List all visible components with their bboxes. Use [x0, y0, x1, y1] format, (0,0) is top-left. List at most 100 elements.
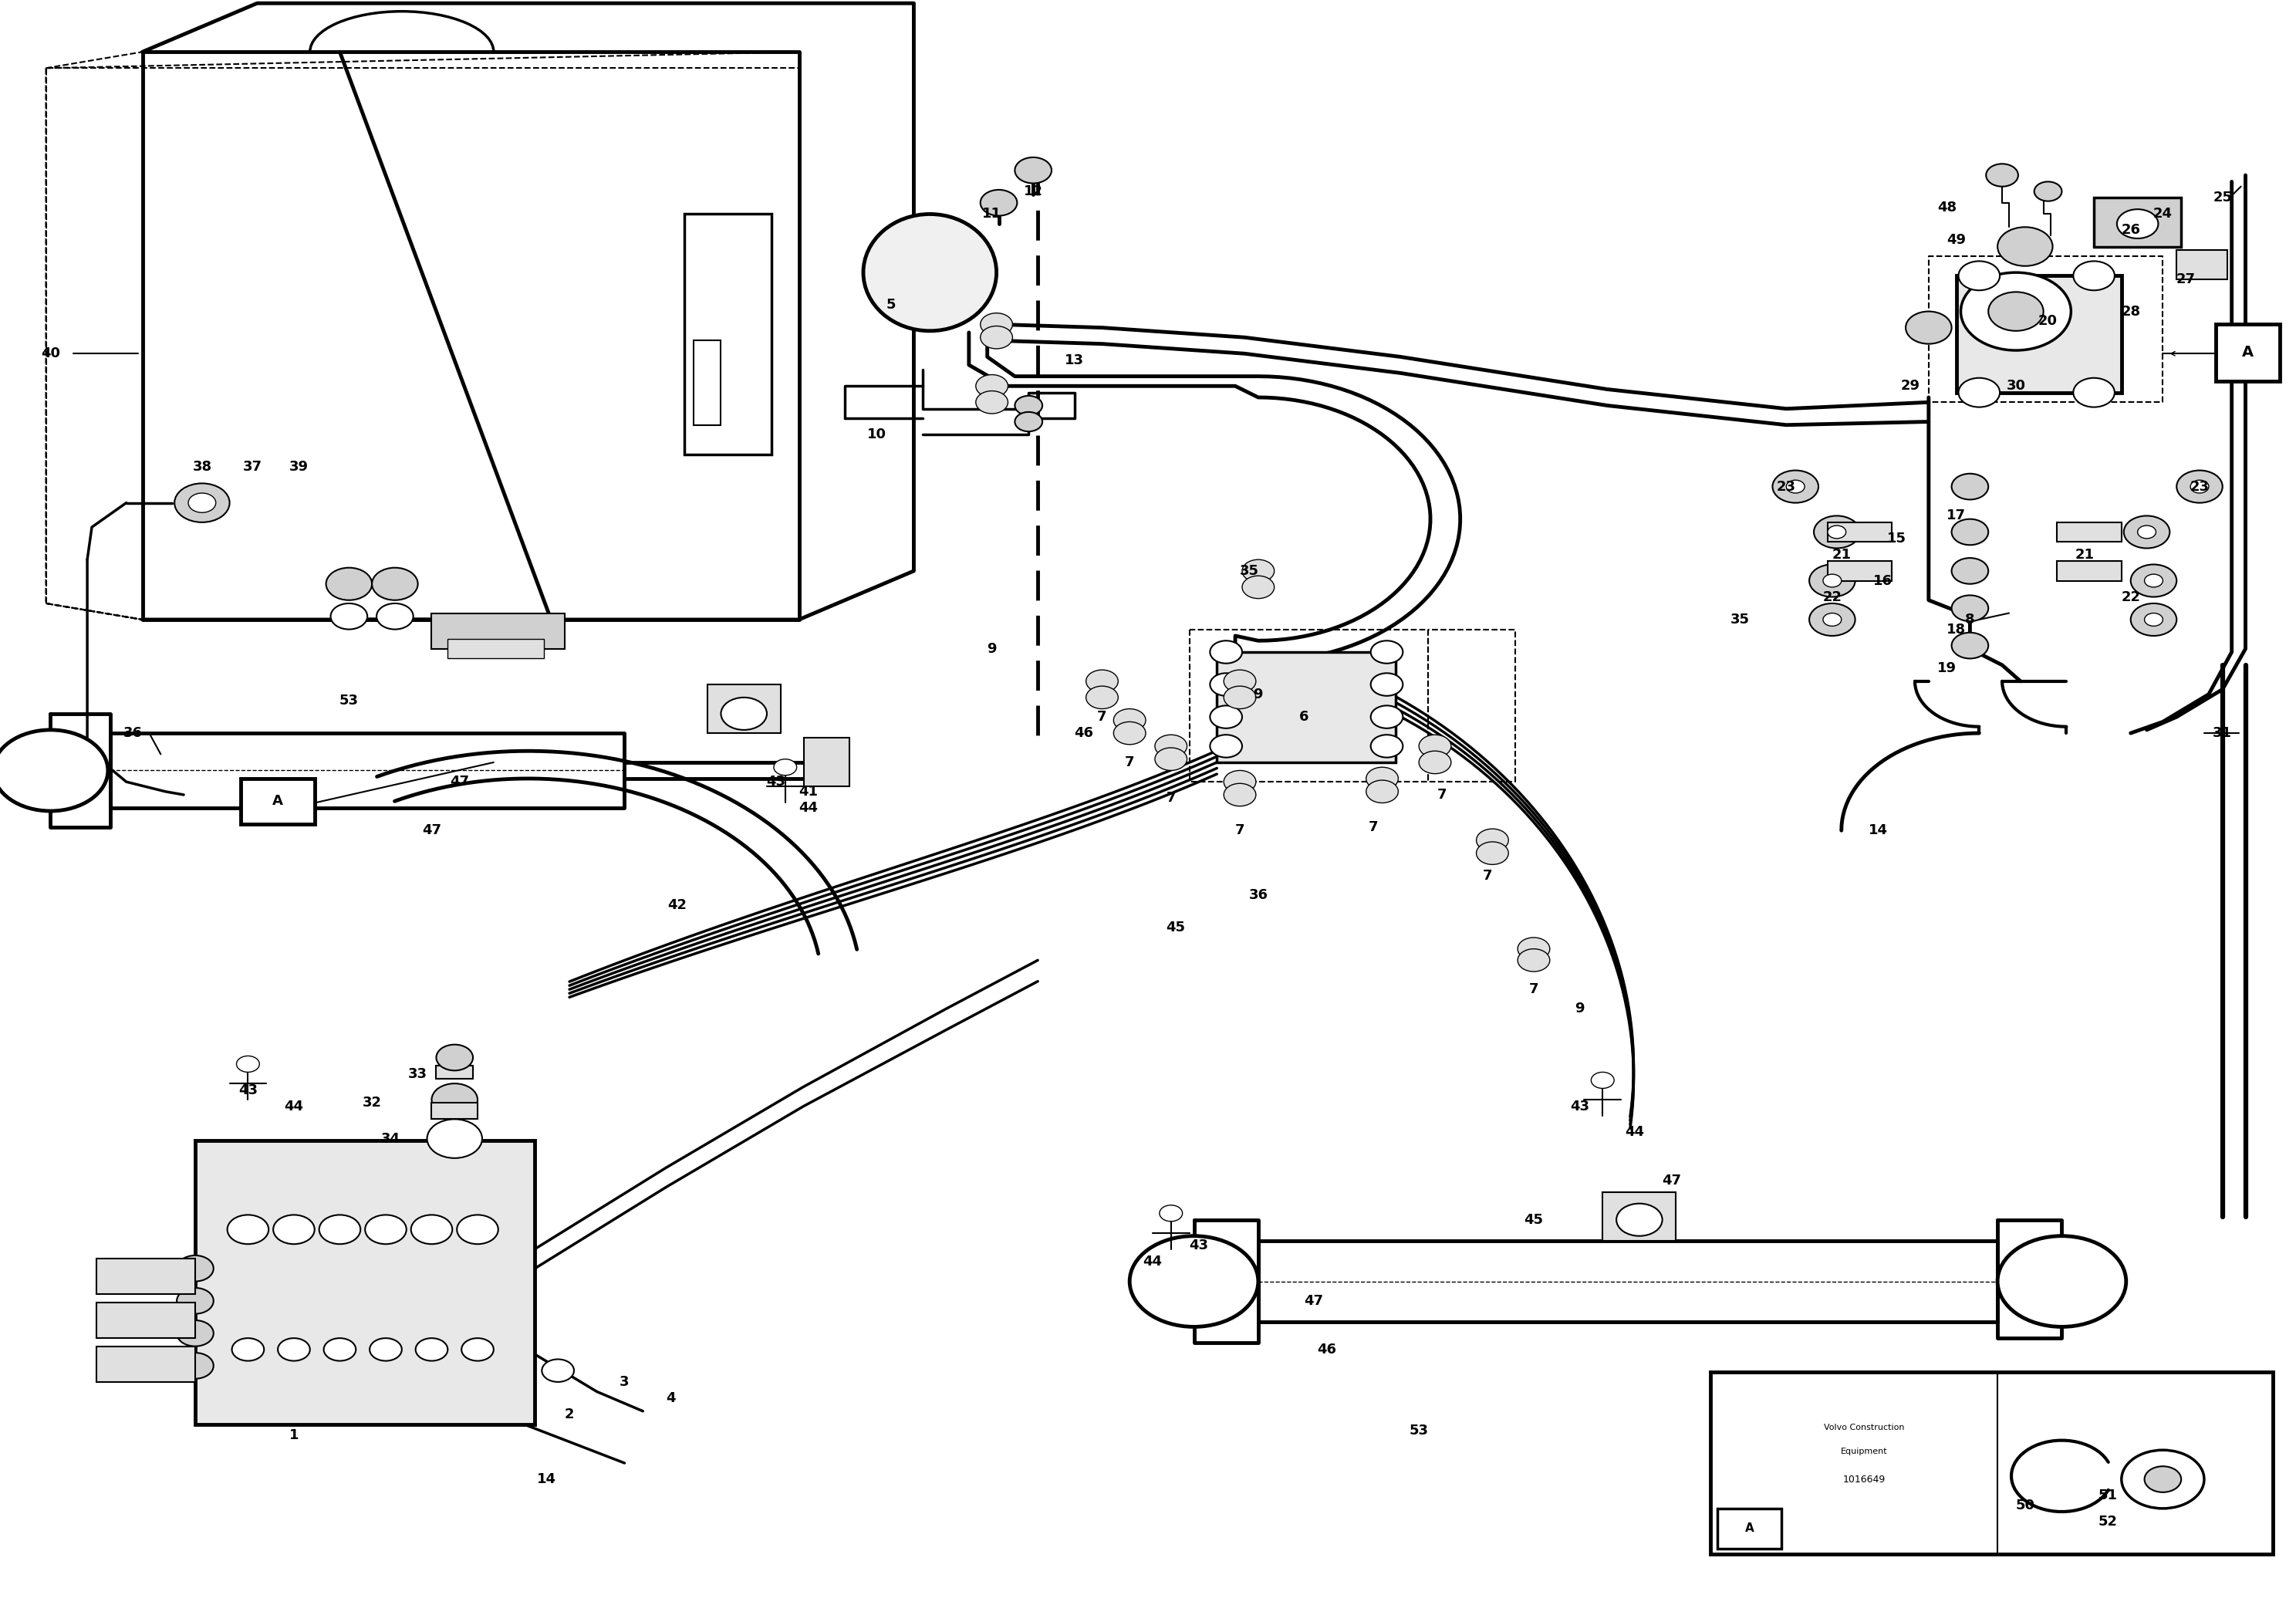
Circle shape — [177, 1255, 214, 1281]
Text: 5: 5 — [886, 298, 895, 311]
Bar — [448, 639, 544, 659]
Text: 41: 41 — [799, 785, 817, 798]
Circle shape — [1114, 709, 1146, 732]
Bar — [1217, 652, 1396, 762]
Circle shape — [1114, 722, 1146, 744]
Text: Equipment: Equipment — [1841, 1448, 1887, 1455]
Circle shape — [427, 1119, 482, 1158]
Circle shape — [273, 1215, 315, 1244]
Circle shape — [461, 1338, 494, 1361]
Text: 2: 2 — [565, 1408, 574, 1421]
Text: 50: 50 — [2016, 1499, 2034, 1512]
Circle shape — [976, 391, 1008, 414]
Circle shape — [1786, 480, 1805, 493]
Text: 44: 44 — [1143, 1255, 1162, 1268]
Text: 18: 18 — [1947, 623, 1965, 636]
Text: 53: 53 — [1410, 1424, 1428, 1437]
Text: 7: 7 — [1483, 869, 1492, 882]
Circle shape — [980, 326, 1013, 349]
Ellipse shape — [863, 214, 996, 331]
Text: 14: 14 — [537, 1473, 556, 1486]
Circle shape — [1086, 670, 1118, 693]
Circle shape — [1015, 396, 1042, 415]
Text: 51: 51 — [2099, 1489, 2117, 1502]
Bar — [2057, 561, 2122, 581]
Circle shape — [976, 375, 1008, 397]
Text: 49: 49 — [1947, 234, 1965, 247]
Text: 47: 47 — [1304, 1294, 1322, 1307]
Circle shape — [980, 190, 1017, 216]
Circle shape — [1952, 595, 1988, 621]
Text: 13: 13 — [1065, 354, 1084, 367]
Circle shape — [1224, 783, 1256, 806]
Circle shape — [1476, 829, 1508, 852]
Circle shape — [1371, 641, 1403, 663]
Circle shape — [1773, 470, 1818, 503]
Circle shape — [416, 1338, 448, 1361]
Circle shape — [278, 1338, 310, 1361]
Circle shape — [1210, 706, 1242, 728]
Text: 32: 32 — [363, 1096, 381, 1109]
Text: 9: 9 — [1254, 688, 1263, 701]
Bar — [2057, 522, 2122, 542]
Circle shape — [365, 1215, 406, 1244]
Text: 12: 12 — [1024, 185, 1042, 198]
Circle shape — [1986, 164, 2018, 187]
Circle shape — [1371, 673, 1403, 696]
Circle shape — [1366, 780, 1398, 803]
Circle shape — [1371, 706, 1403, 728]
Bar — [707, 684, 781, 733]
Bar — [96, 1346, 195, 1382]
Text: 7: 7 — [1437, 788, 1446, 801]
Text: 36: 36 — [1249, 889, 1267, 902]
Bar — [684, 214, 771, 454]
Bar — [1828, 522, 1892, 542]
Circle shape — [2131, 564, 2177, 597]
Text: 53: 53 — [340, 694, 358, 707]
Circle shape — [1518, 938, 1550, 960]
Circle shape — [1210, 641, 1242, 663]
Circle shape — [1823, 574, 1841, 587]
Circle shape — [1828, 526, 1846, 539]
Circle shape — [0, 730, 108, 811]
Circle shape — [1518, 949, 1550, 972]
Circle shape — [411, 1215, 452, 1244]
Circle shape — [1086, 686, 1118, 709]
Circle shape — [1961, 272, 2071, 350]
Circle shape — [1952, 558, 1988, 584]
Circle shape — [1242, 560, 1274, 582]
Circle shape — [2131, 603, 2177, 636]
Bar — [2177, 250, 2227, 279]
Circle shape — [1130, 1236, 1258, 1327]
Text: 48: 48 — [1938, 201, 1956, 214]
Circle shape — [326, 568, 372, 600]
Text: 20: 20 — [2039, 315, 2057, 328]
Circle shape — [174, 483, 230, 522]
Circle shape — [1476, 842, 1508, 865]
Text: 33: 33 — [409, 1067, 427, 1080]
Circle shape — [319, 1215, 360, 1244]
Bar — [1717, 1508, 1782, 1549]
Circle shape — [1371, 735, 1403, 757]
Text: 35: 35 — [1731, 613, 1750, 626]
Circle shape — [232, 1338, 264, 1361]
Text: 19: 19 — [1938, 662, 1956, 675]
Circle shape — [1224, 686, 1256, 709]
Circle shape — [1616, 1204, 1662, 1236]
Bar — [804, 738, 850, 787]
Bar — [1603, 1192, 1676, 1241]
Text: 43: 43 — [1570, 1100, 1589, 1113]
Text: A: A — [273, 795, 282, 808]
Circle shape — [188, 493, 216, 513]
Circle shape — [2073, 378, 2115, 407]
Text: 34: 34 — [381, 1132, 400, 1145]
Circle shape — [2144, 574, 2163, 587]
Circle shape — [227, 1215, 269, 1244]
Text: 22: 22 — [1823, 590, 1841, 603]
Bar — [2094, 198, 2181, 247]
Circle shape — [1998, 227, 2053, 266]
Text: 31: 31 — [2213, 727, 2232, 740]
Text: 9: 9 — [987, 642, 996, 655]
Circle shape — [1952, 633, 1988, 659]
Circle shape — [2122, 1450, 2204, 1508]
